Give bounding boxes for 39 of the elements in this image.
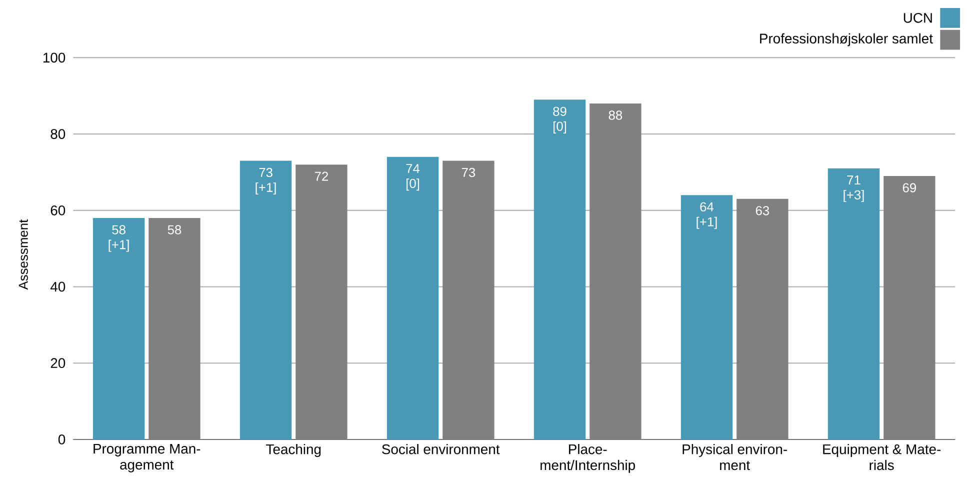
legend-label: Professionshøjskoler samlet (760, 33, 933, 46)
data-label: 71 [+3] (844, 175, 864, 202)
x-tick-label: Equipment & Mate-rials (823, 444, 941, 470)
data-label: 58 (168, 225, 182, 234)
bar (442, 160, 494, 440)
y-tick-label: 100 (43, 52, 66, 62)
data-label: 69 (902, 183, 916, 192)
y-tick-label: 80 (50, 128, 66, 139)
bar (680, 195, 733, 440)
bar (534, 100, 586, 440)
y-axis-title: Assessment (18, 219, 28, 290)
data-label: 74 [0] (406, 164, 420, 190)
y-tick-label: 60 (50, 205, 66, 216)
bar (386, 156, 439, 440)
data-label: 63 (756, 206, 770, 216)
x-tick-label: Physical environ-ment (682, 444, 787, 470)
x-tick-label: Place-ment/Internship (540, 444, 635, 473)
x-tick-label: Social environment (382, 444, 500, 454)
bar (296, 164, 348, 440)
data-label: 72 (314, 172, 328, 181)
data-label: 64 [+1] (696, 202, 717, 229)
data-label: 88 (608, 110, 622, 120)
bar (590, 103, 642, 440)
x-tick-label: Teaching (266, 444, 321, 457)
bar (240, 160, 292, 440)
bar (884, 176, 936, 440)
bar (736, 198, 788, 440)
y-tick-label: 20 (50, 358, 66, 368)
legend-label: UCN (904, 12, 932, 23)
x-tick-label: Programme Man-agement (94, 444, 200, 472)
data-label: 89 [0] (553, 106, 566, 134)
bar (148, 218, 200, 440)
y-tick-label: 40 (50, 282, 66, 292)
data-label: 73 [+1] (256, 168, 276, 194)
data-label: 73 (462, 168, 476, 177)
bar (92, 218, 145, 440)
bar (828, 168, 880, 440)
y-tick-label: 0 (58, 434, 66, 444)
data-label: 58 [+1] (108, 225, 129, 252)
